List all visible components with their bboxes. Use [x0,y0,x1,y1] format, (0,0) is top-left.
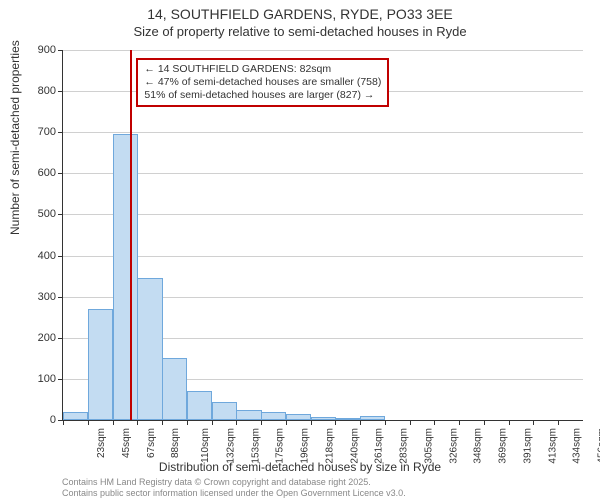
xtick-mark [236,420,237,425]
ytick-mark [58,214,63,215]
xtick-label: 23sqm [96,428,107,458]
xtick-label: 218sqm [324,428,335,464]
xtick-mark [187,420,188,425]
ytick-label: 600 [16,167,56,179]
property-marker-line [130,50,132,420]
xtick-mark [162,420,163,425]
xtick-label: 45sqm [121,428,132,458]
xtick-mark [88,420,89,425]
xtick-label: 434sqm [572,428,583,464]
histogram-bar [63,412,88,420]
xtick-label: 348sqm [473,428,484,464]
xtick-mark [113,420,114,425]
histogram-bar [113,134,138,420]
footer-text: Contains HM Land Registry data © Crown c… [62,477,406,499]
histogram-bar [162,358,187,420]
gridline [63,132,583,133]
xtick-mark [335,420,336,425]
xtick-label: 261sqm [374,428,385,464]
xtick-mark [558,420,559,425]
xtick-label: 196sqm [300,428,311,464]
xtick-mark [459,420,460,425]
ytick-label: 0 [16,414,56,426]
xtick-mark [434,420,435,425]
chart-title-sub: Size of property relative to semi-detach… [0,24,600,39]
histogram-bar [286,414,311,420]
xtick-label: 283sqm [399,428,410,464]
histogram-bar [88,309,113,420]
ytick-mark [58,173,63,174]
ytick-mark [58,91,63,92]
xtick-mark [484,420,485,425]
footer-line2: Contains public sector information licen… [62,488,406,499]
histogram-bar [311,417,336,420]
ytick-mark [58,256,63,257]
chart-container: 14, SOUTHFIELD GARDENS, RYDE, PO33 3EE S… [0,0,600,500]
footer-line1: Contains HM Land Registry data © Crown c… [62,477,406,488]
histogram-bar [187,391,212,420]
xtick-label: 413sqm [547,428,558,464]
xtick-label: 391sqm [523,428,534,464]
plot-area: ← 14 SOUTHFIELD GARDENS: 82sqm← 47% of s… [62,50,583,421]
xtick-mark [311,420,312,425]
xtick-mark [212,420,213,425]
histogram-bar [236,410,261,420]
ytick-label: 800 [16,85,56,97]
xtick-label: 67sqm [146,428,157,458]
infobox-line1: ← 14 SOUTHFIELD GARDENS: 82sqm [144,63,381,76]
ytick-label: 900 [16,44,56,56]
infobox-line3: 51% of semi-detached houses are larger (… [144,89,381,102]
ytick-mark [58,338,63,339]
gridline [63,173,583,174]
xtick-label: 369sqm [498,428,509,464]
histogram-bar [212,402,237,421]
histogram-bar [360,416,385,420]
histogram-bar [137,278,162,420]
ytick-label: 700 [16,126,56,138]
histogram-bar [335,418,360,420]
xtick-mark [261,420,262,425]
xtick-mark [533,420,534,425]
xtick-label: 110sqm [200,428,211,463]
gridline [63,214,583,215]
xtick-mark [63,420,64,425]
gridline [63,256,583,257]
ytick-mark [58,379,63,380]
gridline [63,50,583,51]
ytick-label: 400 [16,250,56,262]
xtick-label: 240sqm [349,428,360,464]
xtick-label: 175sqm [275,428,286,464]
ytick-mark [58,297,63,298]
xtick-label: 153sqm [250,428,261,464]
xtick-mark [137,420,138,425]
ytick-label: 200 [16,332,56,344]
xtick-label: 305sqm [423,428,434,464]
ytick-label: 100 [16,373,56,385]
property-info-box: ← 14 SOUTHFIELD GARDENS: 82sqm← 47% of s… [136,58,389,107]
infobox-line2: ← 47% of semi-detached houses are smalle… [144,76,381,89]
ytick-label: 300 [16,291,56,303]
xtick-mark [286,420,287,425]
histogram-bar [261,412,286,420]
xtick-label: 326sqm [448,428,459,464]
ytick-mark [58,132,63,133]
xtick-mark [385,420,386,425]
xtick-mark [509,420,510,425]
xtick-mark [360,420,361,425]
xtick-label: 88sqm [170,428,181,458]
xtick-mark [410,420,411,425]
ytick-label: 500 [16,208,56,220]
ytick-mark [58,50,63,51]
chart-title-main: 14, SOUTHFIELD GARDENS, RYDE, PO33 3EE [0,6,600,22]
xtick-label: 132sqm [225,428,236,464]
